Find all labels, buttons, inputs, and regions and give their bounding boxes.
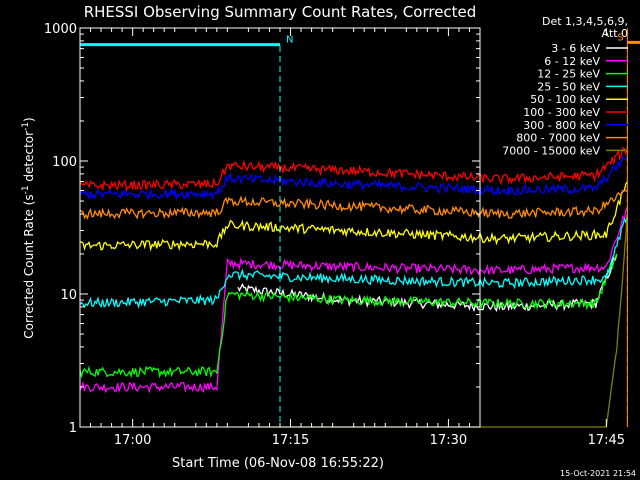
x-tick-label-3: 17:45 — [588, 433, 625, 448]
legend-label-1: 6 - 12 keV — [544, 55, 600, 68]
legend-header-line1: Det 1,3,4,5,6,9, — [542, 15, 628, 28]
y-axis-label-mid: detector — [22, 131, 36, 186]
y-tick-label-3: 1000 — [44, 22, 77, 37]
y-axis-label-sup2: -1 — [21, 122, 31, 131]
flag-label-1: S — [617, 32, 623, 43]
x-tick-label-0: 17:00 — [114, 433, 151, 448]
flag-label-0: N — [286, 35, 293, 46]
series-line-7-0 — [79, 189, 628, 221]
legend-label-0: 3 - 6 keV — [551, 42, 600, 55]
x-tick-label-1: 17:15 — [272, 433, 309, 448]
x-axis-label: Start Time (06-Nov-08 16:55:22) — [172, 456, 384, 471]
y-axis-label-end: ) — [22, 117, 36, 122]
legend-label-5: 100 - 300 keV — [523, 106, 600, 119]
y-tick-label-2: 100 — [52, 155, 77, 170]
y-tick-label-1: 10 — [60, 288, 77, 303]
legend-label-3: 25 - 50 keV — [537, 80, 600, 93]
series-line-4-0 — [79, 181, 628, 252]
legend-label-2: 12 - 25 keV — [537, 68, 600, 81]
y-axis-label: Corrected Count Rate (s-1 detector-1) — [21, 117, 36, 338]
legend-label-4: 50 - 100 keV — [530, 93, 600, 106]
series-line-5-0 — [79, 146, 629, 192]
x-tick-label-2: 17:30 — [430, 433, 467, 448]
chart-title: RHESSI Observing Summary Count Rates, Co… — [84, 3, 477, 21]
series-line-3-0 — [79, 213, 629, 309]
series-line-1-0 — [79, 206, 628, 394]
series-line-2-0 — [79, 253, 618, 379]
y-axis-label-main: Corrected Count Rate (s — [22, 194, 36, 338]
legend-label-7: 800 - 7000 keV — [516, 132, 600, 145]
timestamp: 15-Oct-2021 21:54 — [560, 469, 636, 478]
series-line-6-0 — [79, 155, 629, 201]
y-tick-label-0: 1 — [69, 421, 77, 436]
y-axis-label-sup1: -1 — [21, 185, 31, 194]
tick-layer: 17:0017:1517:3017:4518:0018:1518:3011010… — [44, 22, 625, 448]
legend-header-line2: Att 0 — [602, 27, 628, 40]
legend-label-6: 300 - 800 keV — [523, 119, 600, 132]
legend-label-8: 7000 - 15000 keV — [502, 144, 600, 157]
